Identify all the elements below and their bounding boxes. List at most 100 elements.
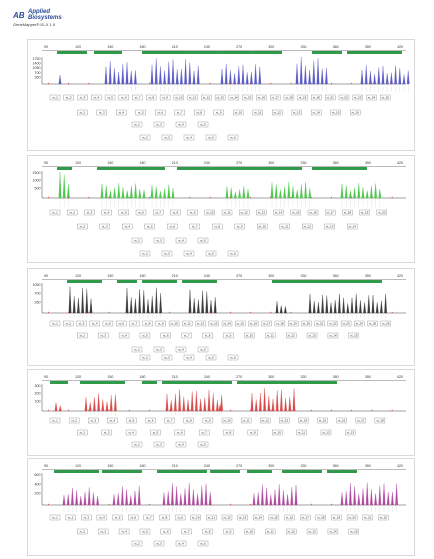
peak bbox=[104, 185, 108, 199]
baseline-mark bbox=[209, 311, 211, 313]
peak bbox=[360, 69, 364, 85]
peak bbox=[201, 290, 204, 314]
allele-label-text: xt_1 bbox=[52, 322, 58, 326]
peak bbox=[104, 66, 108, 85]
allele-label: xt_20 bbox=[376, 209, 387, 216]
allele-label-text: xt_4 bbox=[178, 239, 184, 243]
allele-label-text: xt_11 bbox=[267, 530, 274, 534]
brand-line-1: Applied bbox=[28, 9, 50, 15]
allele-label: xt_16 bbox=[248, 320, 259, 327]
peak bbox=[271, 398, 275, 412]
x-tick-label: 420 bbox=[397, 161, 403, 165]
baseline-mark bbox=[128, 409, 130, 411]
baseline-mark bbox=[209, 196, 211, 198]
allele-label-box bbox=[77, 223, 88, 230]
peak bbox=[282, 490, 285, 506]
allele-label: xt_12 bbox=[286, 528, 297, 535]
peak bbox=[267, 395, 271, 412]
allele-label-text: xt_3 bbox=[100, 334, 106, 338]
allele-label-text: xt_5 bbox=[153, 431, 159, 435]
allele-label-box bbox=[118, 94, 129, 101]
allele-label-box bbox=[183, 417, 194, 424]
allele-label-text: xt_21 bbox=[364, 516, 372, 520]
allele-label: xt_13 bbox=[291, 109, 302, 116]
x-tick-label: 90 bbox=[44, 274, 48, 278]
allele-label-box bbox=[205, 134, 217, 141]
allele-label-text: xt_11 bbox=[189, 96, 196, 100]
bin-bar bbox=[182, 280, 217, 283]
peak bbox=[129, 70, 133, 85]
peak bbox=[308, 188, 312, 199]
allele-label-text: xt_14 bbox=[300, 419, 308, 423]
peak bbox=[79, 496, 83, 506]
allele-label: xt_18 bbox=[342, 209, 353, 216]
bin-bar bbox=[347, 51, 402, 54]
peak bbox=[109, 190, 112, 199]
allele-label: xt_2 bbox=[63, 320, 74, 327]
allele-label: xt_5 bbox=[144, 223, 155, 230]
peak bbox=[279, 189, 282, 199]
allele-label-text: xt_25 bbox=[382, 96, 390, 100]
allele-label-text: xt_4 bbox=[104, 211, 110, 215]
electropherogram-panel-black: 90 120 150 180 210 240 270 300 330 360 390 420 1050 7… bbox=[27, 268, 415, 366]
baseline-mark bbox=[169, 409, 171, 411]
allele-label-box bbox=[205, 354, 217, 361]
allele-label-text: xt_4 bbox=[118, 111, 124, 115]
allele-label-box bbox=[261, 320, 272, 327]
peak bbox=[96, 495, 99, 506]
peak bbox=[62, 174, 66, 199]
allele-label-text: xt_18 bbox=[376, 419, 384, 423]
baseline-mark bbox=[48, 82, 49, 84]
allele-label: xt_5 bbox=[112, 514, 123, 521]
allele-label-text: xt_16 bbox=[258, 96, 266, 100]
allele-label: xt_14 bbox=[298, 417, 309, 424]
software-version: GeneMapper® ID-X 1.0 bbox=[13, 22, 56, 27]
baseline-mark bbox=[351, 196, 353, 198]
peak bbox=[183, 488, 187, 506]
peak bbox=[370, 185, 373, 199]
peak bbox=[138, 188, 142, 199]
electropherogram-plot-green: 90 120 150 180 210 240 270 300 330 360 390 420 1500 1… bbox=[33, 161, 406, 257]
allele-label: xt_4 bbox=[175, 540, 187, 547]
bin-bar bbox=[57, 167, 72, 170]
allele-label: xt_11 bbox=[279, 223, 290, 230]
allele-label-box bbox=[107, 417, 118, 424]
allele-label: xt_4 bbox=[183, 134, 195, 141]
peak bbox=[130, 185, 133, 199]
allele-label: xt_9 bbox=[159, 94, 171, 101]
baseline-mark bbox=[189, 503, 191, 505]
x-tick-label: 360 bbox=[333, 464, 339, 468]
allele-label-box bbox=[227, 134, 239, 141]
allele-label: xt_4 bbox=[96, 514, 108, 521]
peak bbox=[77, 297, 80, 314]
allele-label-text: xt_12 bbox=[287, 530, 295, 534]
allele-label: xt_2 bbox=[77, 223, 88, 230]
allele-label: xt_5 bbox=[205, 250, 217, 257]
baseline-mark bbox=[230, 82, 231, 84]
allele-label-text: xt_3 bbox=[87, 211, 93, 215]
peak bbox=[155, 287, 158, 314]
peak bbox=[58, 405, 62, 412]
peak bbox=[113, 68, 116, 85]
allele-label-box bbox=[190, 514, 201, 521]
baseline-mark bbox=[128, 503, 130, 505]
allele-label-box bbox=[118, 209, 129, 216]
allele-label-text: xt_3 bbox=[102, 225, 108, 229]
allele-label-box bbox=[221, 417, 233, 424]
peak bbox=[159, 293, 162, 314]
allele-label: xt_4 bbox=[125, 429, 137, 436]
baseline-mark bbox=[331, 311, 332, 313]
peak bbox=[245, 72, 249, 85]
peak bbox=[277, 484, 281, 506]
allele-label: xt_4 bbox=[101, 209, 112, 216]
allele-label: xt_6 bbox=[116, 320, 127, 327]
baseline-mark bbox=[270, 503, 272, 505]
allele-label-text: xt_3 bbox=[104, 431, 110, 435]
allele-label-box bbox=[338, 94, 350, 101]
allele-label-box bbox=[189, 223, 200, 230]
peak bbox=[190, 391, 194, 412]
allele-label-box bbox=[161, 134, 173, 141]
allele-label: xt_20 bbox=[311, 94, 322, 101]
allele-label-box bbox=[96, 109, 107, 116]
allele-label-box bbox=[63, 94, 74, 101]
